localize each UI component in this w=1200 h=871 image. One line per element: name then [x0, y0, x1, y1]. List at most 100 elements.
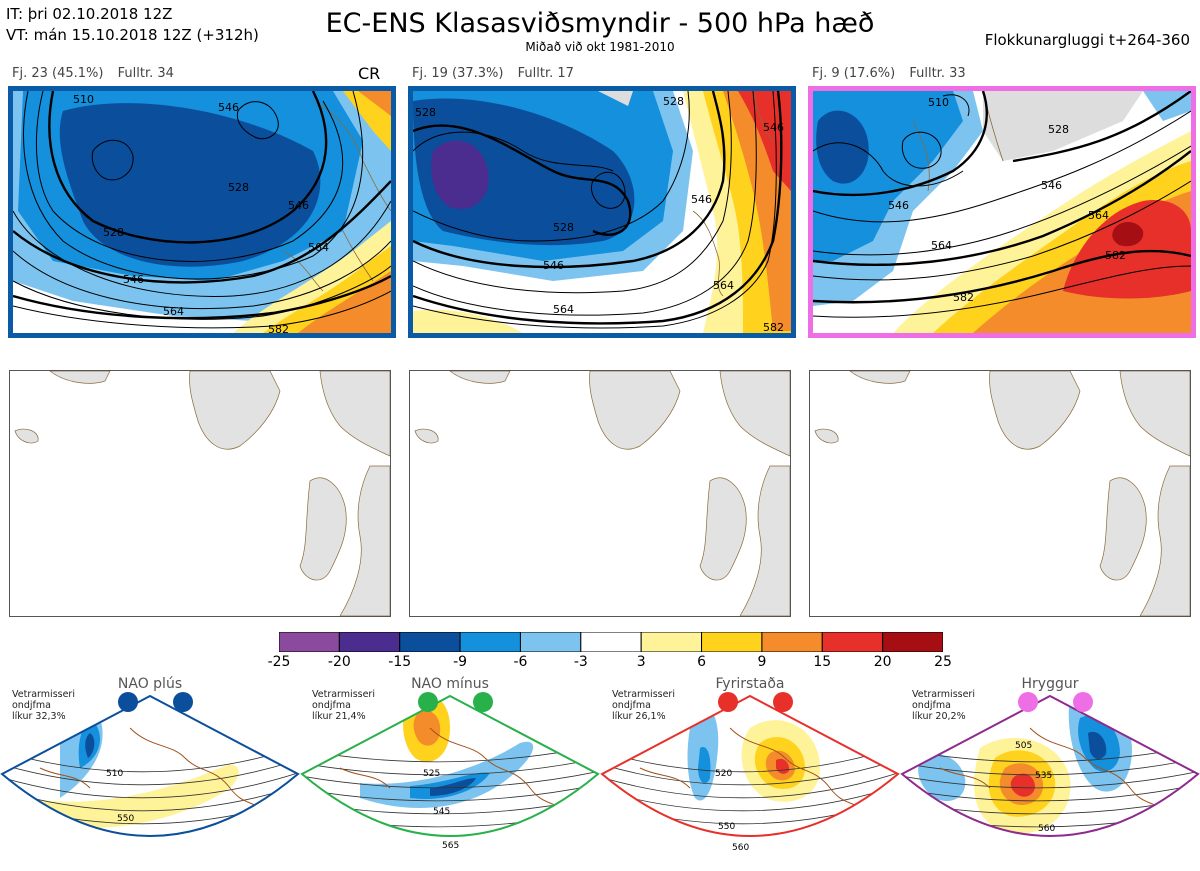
colorbar-tick-label: 9: [757, 654, 767, 670]
valid-time: VT: mán 15.10.2018 12Z (+312h): [6, 26, 259, 44]
regime-contour: [0, 860, 300, 870]
regime-contour-label: 510: [106, 769, 123, 779]
base-map-3[interactable]: [809, 370, 1191, 617]
regime-outline: [600, 694, 900, 837]
colorbar-tick-label: -25: [267, 654, 291, 670]
cluster-1-contour-label: 546: [288, 199, 309, 212]
regime-note-line: ondjfma: [12, 700, 51, 711]
colorbar: [278, 631, 944, 656]
regime-contour: [900, 860, 1200, 870]
regime-dot-icon: [418, 692, 438, 712]
regime-note-line: Vetrarmisseri: [612, 689, 675, 700]
regime-anomaly-fill: [918, 754, 966, 802]
cluster-1-contour-label: 546: [218, 101, 239, 114]
regime-contour: [902, 781, 1198, 802]
regime-anomaly-fill: [413, 710, 441, 746]
regime-contour: [302, 781, 598, 802]
regime-contour: [602, 833, 898, 836]
regime-anomaly-fill: [1010, 850, 1040, 859]
colorbar-swatch: [882, 631, 944, 653]
regime-note: Vetrarmisseri ondjfma líkur 32,3%: [12, 689, 75, 722]
regime-dot-icon: [1018, 692, 1038, 712]
cluster-1-contour-label: 564: [163, 305, 184, 318]
cluster-2-label: Fj. 19 (37.3%) Fulltr. 17: [412, 66, 584, 81]
cluster-3-contour-label: 564: [931, 239, 952, 252]
regime-note: Vetrarmisseri ondjfma líkur 21,4%: [312, 689, 375, 722]
base-map-2[interactable]: [409, 370, 791, 617]
classification-window: Flokkunargluggi t+264-360: [984, 31, 1190, 49]
regime-dot-icon: [718, 692, 738, 712]
cluster-3-contour-label: 510: [928, 96, 949, 109]
regime-contour: [302, 768, 598, 789]
regime-contour: [2, 768, 298, 799]
cluster-1-contour-label: 564: [308, 241, 329, 254]
regime-contour-label: 525: [423, 769, 440, 779]
regime-map[interactable]: 505 535 560: [900, 688, 1200, 870]
colorbar-swatch: [761, 631, 823, 653]
cluster-1-tag: CR: [358, 64, 381, 83]
cluster-3-count: Fj. 9 (17.6%): [812, 66, 896, 81]
base-map-2-land: [414, 371, 790, 616]
colorbar-tick-label: -20: [327, 654, 351, 670]
cluster-3-map[interactable]: 510 528 546 564 564 582 582 546: [808, 86, 1196, 338]
cluster-1-rep: Fulltr. 34: [117, 66, 174, 81]
colorbar-tick-label: 3: [636, 654, 646, 670]
base-map-1[interactable]: [9, 370, 391, 617]
regime-contour-label: 505: [1015, 741, 1032, 751]
colorbar-tick-label: 20: [873, 654, 892, 670]
regime-anomaly-fill: [85, 733, 95, 758]
page-subtitle: Miðað við okt 1981-2010: [525, 40, 675, 54]
cluster-1-count: Fj. 23 (45.1%): [12, 66, 104, 81]
regime-note-line: Vetrarmisseri: [912, 689, 975, 700]
regime-contour: [2, 755, 298, 786]
regime-note-line: líkur 26,1%: [612, 711, 666, 722]
base-map-1-land: [14, 371, 390, 616]
regime-outline: [300, 694, 600, 837]
colorbar-swatch: [278, 631, 340, 653]
cluster-1-contour-label: 510: [73, 93, 94, 106]
regime-anomaly-fill: [1088, 731, 1107, 760]
cluster-1-contour-label: 582: [268, 323, 289, 333]
cluster-3-contour-label: 546: [1041, 179, 1062, 192]
colorbar-swatches: [278, 631, 944, 653]
regime-map[interactable]: 525 545 565: [300, 688, 600, 870]
regime-contour-label: 545: [433, 807, 450, 817]
regime-anomaly-fill: [1010, 773, 1035, 797]
regime-contour-label: 560: [1038, 824, 1055, 834]
regime-note-line: Vetrarmisseri: [12, 689, 75, 700]
cluster-1-map[interactable]: 510 528 546 564 582 528 546 564 546: [8, 86, 396, 338]
regime-map[interactable]: 510 550: [0, 688, 300, 870]
colorbar-swatch: [519, 631, 582, 653]
regime-dot-icon: [473, 692, 493, 712]
cluster-3-contour-label: 564: [1088, 209, 1109, 222]
regime-contour: [302, 755, 598, 776]
colorbar-tick-label: 25: [934, 654, 952, 670]
regime-outline: [900, 694, 1200, 837]
cluster-3-contour-label: 528: [1048, 123, 1069, 136]
cluster-2-contour-label: 546: [691, 193, 712, 206]
regime-contour-label: 560: [732, 843, 749, 853]
regime-contour: [300, 860, 600, 870]
cluster-2-contour-label: 546: [763, 121, 784, 134]
cluster-1-contour-label: 528: [228, 181, 249, 194]
regime-title: Hryggur: [1021, 676, 1079, 692]
cluster-2-count: Fj. 19 (37.3%): [412, 66, 504, 81]
cluster-2-contour-label: 528: [415, 106, 436, 119]
colorbar-swatch: [399, 631, 461, 653]
regime-contour: [600, 847, 900, 870]
cluster-2-map[interactable]: 528 528 546 564 546 564 582 528 546: [408, 86, 796, 338]
regime-dot-icon: [773, 692, 793, 712]
regime-note: Vetrarmisseri ondjfma líkur 26,1%: [612, 689, 675, 722]
colorbar-swatch: [821, 631, 884, 653]
regime-contour-label: 550: [117, 814, 134, 824]
page-title: EC-ENS Klasasviðsmyndir - 500 hPa hæð: [325, 8, 875, 39]
cluster-3-contour-label: 582: [1105, 249, 1126, 262]
base-map-3-land: [814, 371, 1190, 616]
cluster-3-label: Fj. 9 (17.6%) Fulltr. 33: [812, 66, 976, 81]
cluster-2-contour-label: 546: [543, 259, 564, 272]
regime-anomaly-fill: [30, 764, 239, 828]
regime-coastline: [339, 727, 571, 819]
regime-anomaly-fill: [430, 778, 476, 796]
regime-outline: [0, 694, 300, 837]
regime-map[interactable]: 520 550 560: [600, 688, 900, 870]
